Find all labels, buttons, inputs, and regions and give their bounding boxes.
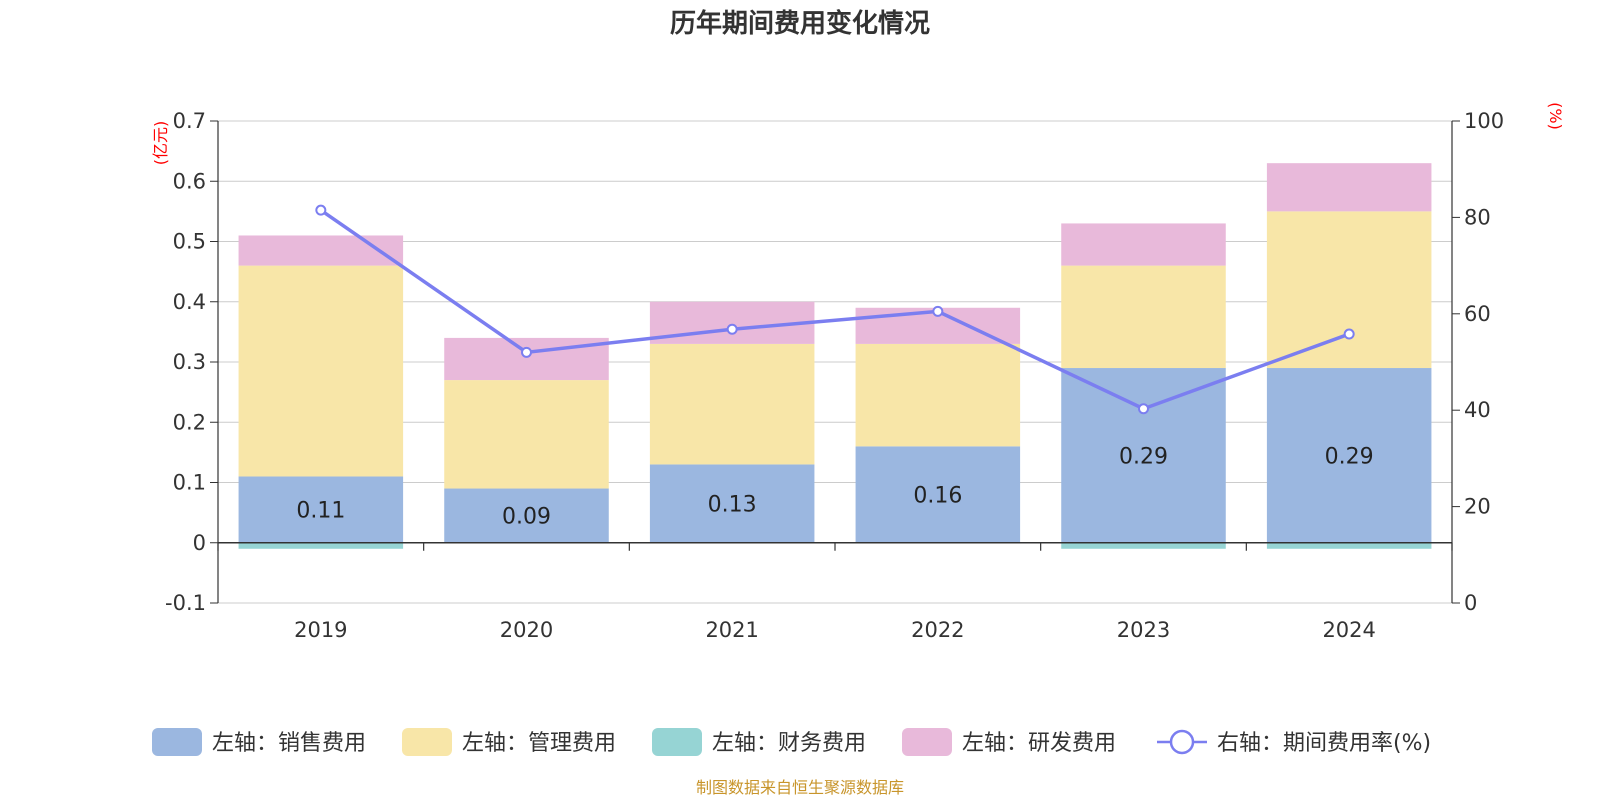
bar xyxy=(1266,163,1432,212)
legend-label: 右轴：期间费用率(%) xyxy=(1217,731,1431,756)
left-axis-unit: (亿元) xyxy=(151,121,170,166)
bar xyxy=(1266,211,1432,369)
bar xyxy=(1266,542,1432,549)
data-label: 0.29 xyxy=(1325,444,1374,469)
bar xyxy=(855,343,1021,447)
legend-label: 左轴：财务费用 xyxy=(712,731,866,756)
bar xyxy=(649,464,815,543)
x-tick-label: 2021 xyxy=(705,618,758,642)
left-tick-label: 0.6 xyxy=(173,169,206,193)
left-tick-label: 0.7 xyxy=(173,109,206,133)
right-axis-unit: (%) xyxy=(1546,102,1565,130)
left-tick-label: 0.2 xyxy=(173,410,206,434)
bar xyxy=(444,380,609,489)
rate-point xyxy=(521,346,532,358)
data-label: 0.11 xyxy=(296,499,345,524)
legend-swatch xyxy=(652,728,702,756)
bar xyxy=(444,488,609,543)
bars xyxy=(238,163,1432,549)
bar xyxy=(1061,368,1226,543)
legend-item: 左轴：销售费用 xyxy=(152,728,366,756)
legend: 左轴：销售费用 左轴：管理费用 左轴：财务费用 左轴：研发费用 右轴：期间费用率(%) xyxy=(152,728,1431,756)
chart-title: 历年期间费用变化情况 xyxy=(670,8,930,39)
legend-label: 左轴：管理费用 xyxy=(462,731,616,756)
bar xyxy=(238,542,404,549)
data-label: 0.29 xyxy=(1119,444,1168,469)
bar xyxy=(649,343,815,465)
right-tick-label: 100 xyxy=(1464,109,1504,133)
data-labels: 0.11 0.09 0.13 0.16 0.29 0.29 xyxy=(296,444,1373,529)
legend-label: 左轴：销售费用 xyxy=(212,731,366,756)
rate-point xyxy=(315,204,327,216)
legend-marker xyxy=(1169,729,1195,755)
grid-lines xyxy=(218,120,1452,604)
legend-item: 右轴：期间费用率(%) xyxy=(1157,729,1431,756)
right-tick-label: 60 xyxy=(1464,302,1491,326)
legend-item: 左轴：财务费用 xyxy=(652,728,866,756)
bar xyxy=(1061,223,1226,266)
legend-swatch xyxy=(402,728,452,756)
rate-point xyxy=(1138,403,1149,415)
right-tick-label: 40 xyxy=(1464,398,1491,422)
bar xyxy=(1266,368,1432,543)
bar xyxy=(238,265,404,477)
left-tick-label: 0.5 xyxy=(173,230,206,254)
left-tick-label: 0.4 xyxy=(173,290,206,314)
left-tick-label: -0.1 xyxy=(165,591,206,615)
x-tick-label: 2024 xyxy=(1322,618,1375,642)
left-tick-label: 0.3 xyxy=(173,350,206,374)
x-tick-label: 2019 xyxy=(294,618,347,642)
rate-point xyxy=(1343,328,1355,340)
rate-series-line xyxy=(319,208,1350,411)
legend-item: 左轴：管理费用 xyxy=(402,728,616,756)
legend-label: 左轴：研发费用 xyxy=(962,731,1116,756)
legend-swatch xyxy=(902,728,952,756)
rate-line xyxy=(315,204,1355,415)
data-label: 0.16 xyxy=(913,484,962,509)
x-tick-label: 2022 xyxy=(911,618,964,642)
rate-point xyxy=(932,305,944,317)
right-tick-label: 0 xyxy=(1464,591,1477,615)
x-tick-label: 2020 xyxy=(500,618,553,642)
left-tick-label: 0.1 xyxy=(173,471,206,495)
rate-point xyxy=(726,323,738,335)
source-note: 制图数据来自恒生聚源数据库 xyxy=(696,778,904,797)
axes: 0.7 0.6 0.5 0.4 0.3 0.2 0.1 0 -0.1 100 80 60 40 20 0 20… xyxy=(165,109,1504,642)
data-label: 0.09 xyxy=(502,505,551,530)
bar xyxy=(238,235,404,266)
legend-swatch xyxy=(152,728,202,756)
bar xyxy=(1061,542,1226,549)
bar xyxy=(1061,265,1226,369)
right-tick-label: 20 xyxy=(1464,495,1491,519)
left-tick-label: 0 xyxy=(193,531,206,555)
x-tick-label: 2023 xyxy=(1117,618,1170,642)
bar xyxy=(238,476,404,543)
data-label: 0.13 xyxy=(708,493,757,518)
right-tick-label: 80 xyxy=(1464,205,1491,229)
legend-item: 左轴：研发费用 xyxy=(902,728,1116,756)
bar xyxy=(855,446,1021,543)
